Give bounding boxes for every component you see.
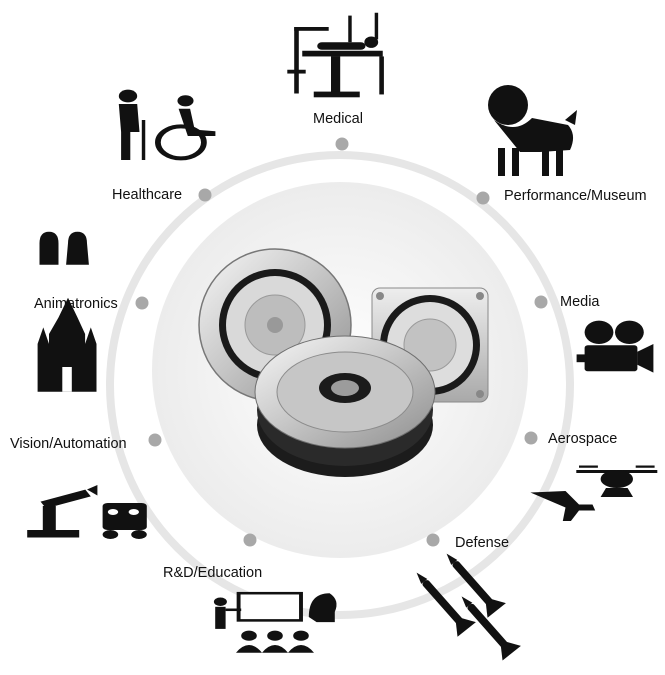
lion-dance-icon [488,85,577,176]
performance-dot [476,191,490,205]
application-icons [27,12,658,661]
defense-label: Defense [455,535,510,551]
education-dot [243,533,257,547]
robot-arm-icon [27,485,147,539]
vision-label: Vision/Automation [10,436,127,452]
media-dot [534,295,548,309]
animatronics-label: Animatronics [34,296,118,312]
surgical-robot-icon [287,12,384,98]
outer-ring [106,151,574,619]
connector-dots [135,137,548,547]
aerospace-label: Aerospace [548,431,618,447]
aerospace-dot [524,431,538,445]
healthcare-dot [198,188,212,202]
animatronics-dot [135,296,149,310]
drone-and-airplane-icon [530,465,658,521]
performance-label: Performance/Museum [504,188,647,204]
elderly-and-wheelchair-icon [118,89,216,161]
classroom-icon [213,591,337,653]
education-label: R&D/Education [163,565,263,581]
medical-label: Medical [313,111,363,127]
castle-and-helmets-icon [37,231,97,392]
harmonic-drive-gear-units [198,248,489,477]
medical-dot [335,137,349,151]
healthcare-label: Healthcare [112,187,183,203]
gear-unit-front [254,335,436,477]
defense-dot [426,533,440,547]
media-label: Media [560,294,600,310]
movie-camera-icon [576,320,654,373]
vision-dot [148,433,162,447]
missiles-icon [416,553,521,661]
